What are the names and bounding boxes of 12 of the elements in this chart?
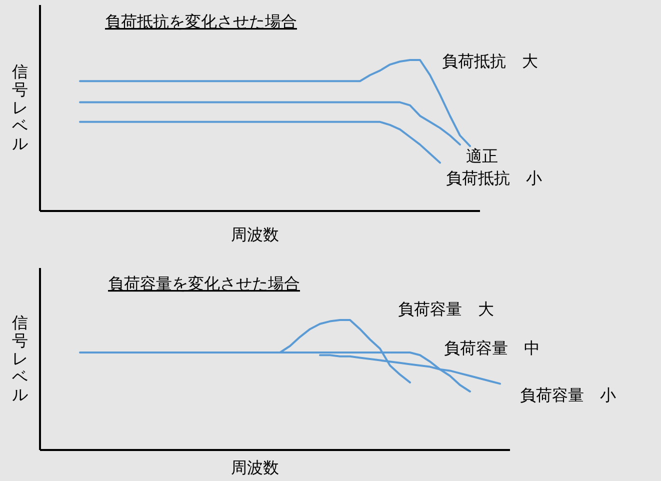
x-axis-title: 周波数 <box>231 225 279 244</box>
series-label: 負荷容量 中 <box>444 338 540 358</box>
y-axis-title: 信号レベル <box>12 313 28 404</box>
text: 負荷容量 大 <box>398 299 494 318</box>
chart-title: 負荷容量を変化させた場合 <box>108 274 300 293</box>
x-axis-title: 周波数 <box>231 458 279 477</box>
y-axis-title: 信号レベル <box>12 62 28 153</box>
series-label: 負荷抵抗 大 <box>442 51 538 70</box>
series-label: 適正 <box>466 146 498 166</box>
series-label: 負荷容量 小 <box>520 385 616 404</box>
chart-title: 負荷抵抗を変化させた場合 <box>105 12 297 31</box>
series-label: 負荷抵抗 小 <box>446 168 542 188</box>
